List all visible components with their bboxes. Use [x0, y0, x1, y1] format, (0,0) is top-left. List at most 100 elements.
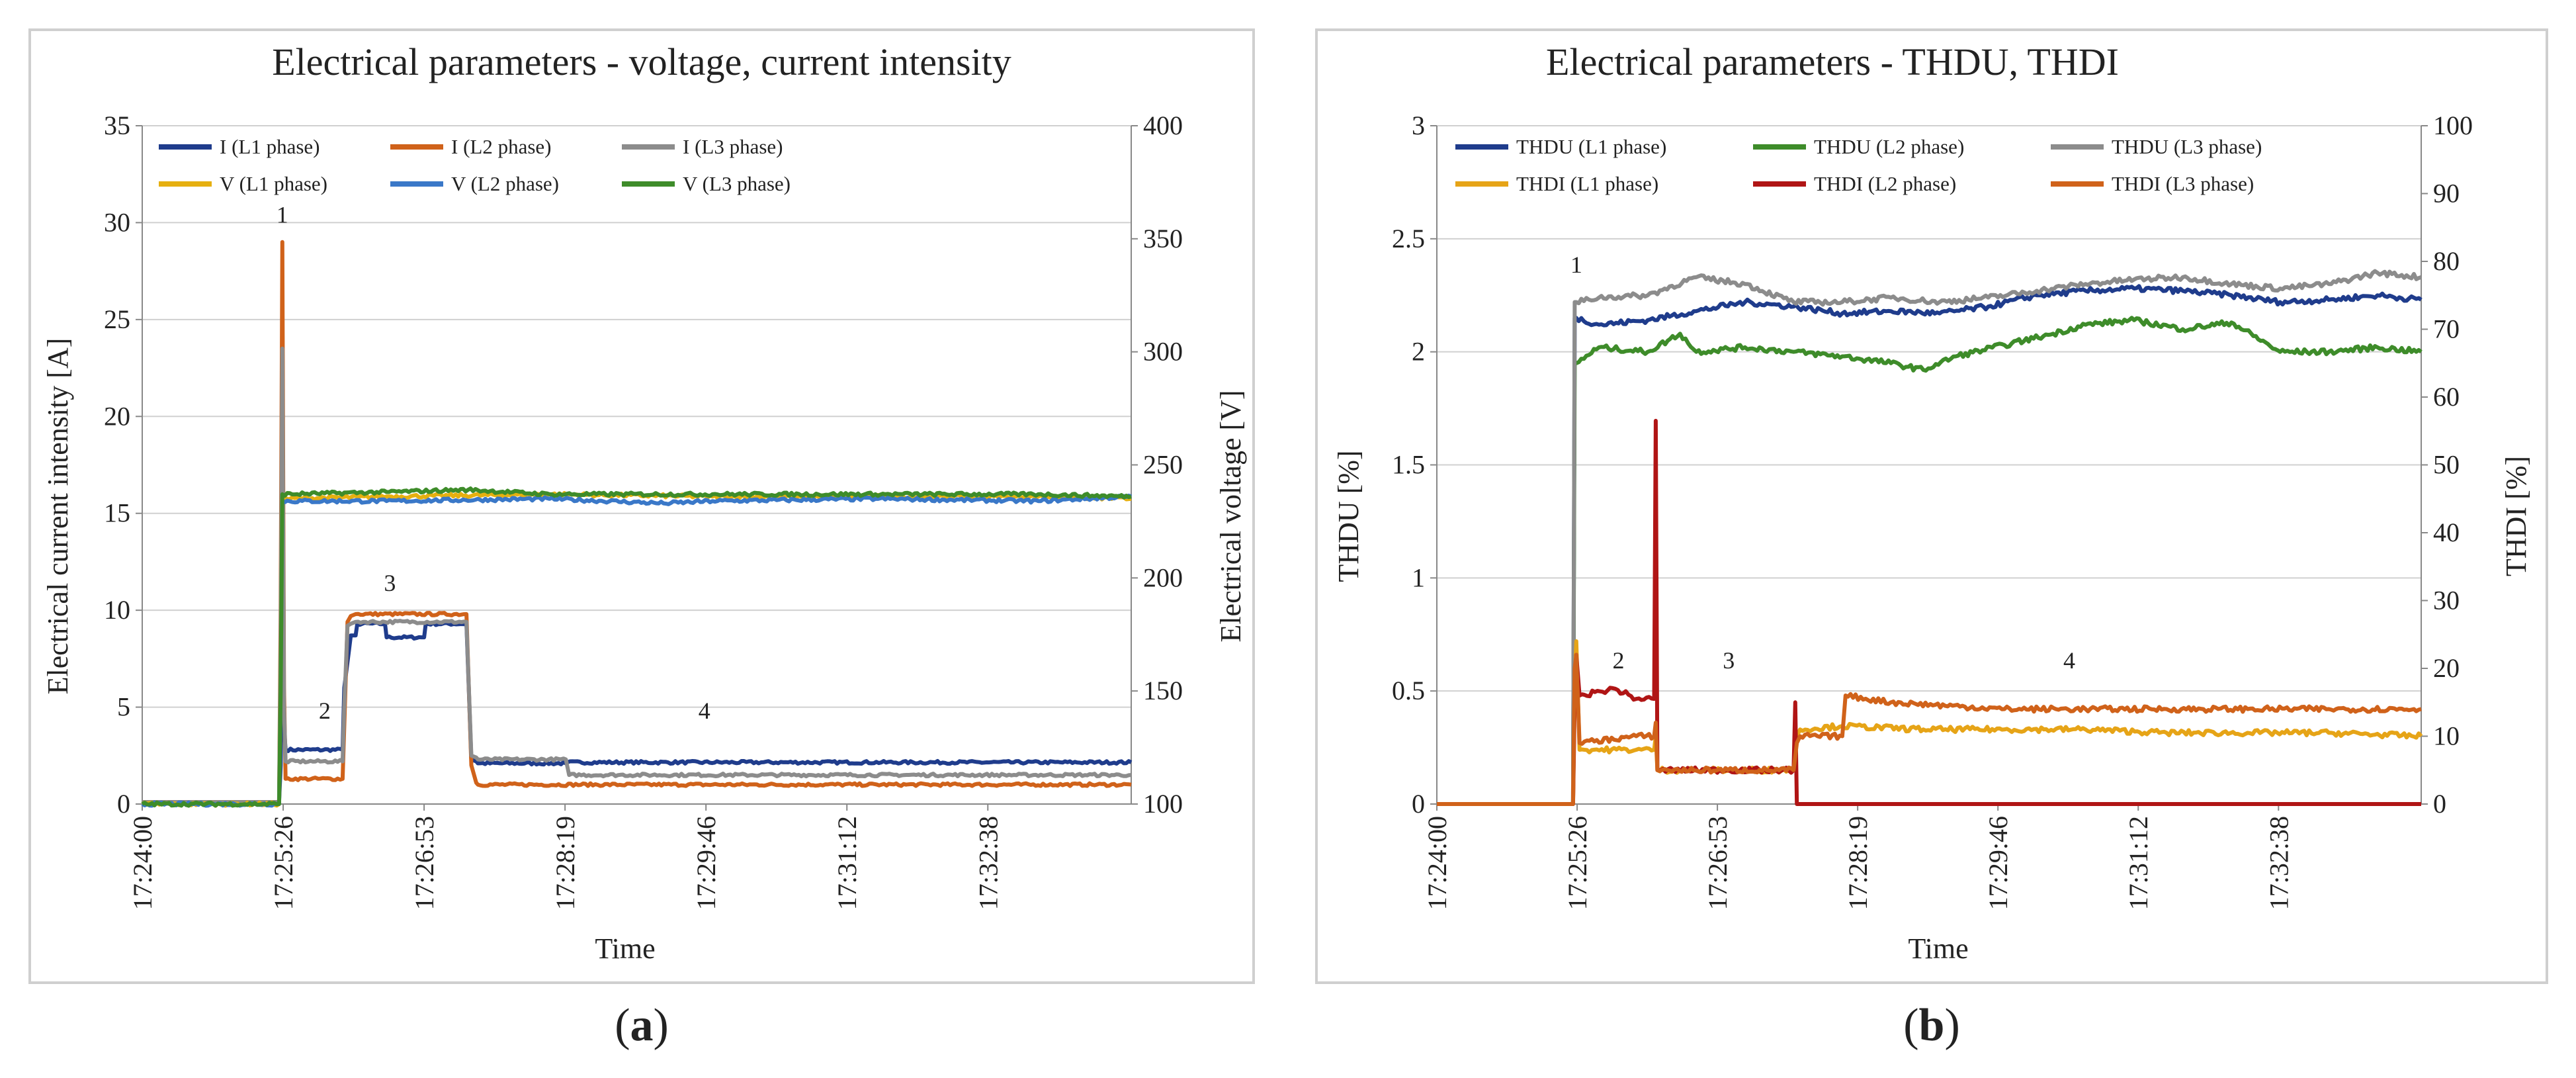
- chart-b-legend-label: THDU (L1 phase): [1516, 135, 1666, 158]
- chart-a-annotations: 1 2 3 4: [277, 201, 710, 724]
- chart-b-ylabel: THDU [%]: [1332, 450, 1365, 582]
- chart-a-gridlines: [142, 125, 1131, 805]
- chart-b-y2tick-label: 10: [2433, 721, 2460, 751]
- chart-b-annotation: 1: [1570, 251, 1582, 278]
- chart-a-ytick-label: 5: [117, 692, 130, 722]
- chart-a-y2label: Electrical voltage [V]: [1215, 390, 1247, 642]
- chart-b-legend-label: THDI (L2 phase): [1814, 172, 1956, 195]
- chart-a-annotation: 2: [319, 697, 331, 724]
- chart-a-legend-label: I (L3 phase): [683, 135, 783, 158]
- panel-b-open-paren: (: [1903, 1000, 1918, 1051]
- chart-a-series-line-6: [141, 486, 1132, 808]
- chart-a-series-line-2: [142, 240, 1132, 805]
- panel-a-close-paren: ): [654, 1000, 669, 1051]
- chart-b-series-line-6: [1437, 652, 2422, 806]
- chart-b-y2tick-label: 90: [2433, 179, 2460, 208]
- chart-a-ytick-label: 30: [104, 207, 130, 237]
- chart-b: Electrical parameters - THDU, THDI 0 0.5 1…: [1315, 28, 2548, 984]
- chart-a-ytick-label: 35: [104, 111, 130, 140]
- panel-a-letter: a: [630, 1000, 654, 1051]
- chart-b-xlabel: Time: [1908, 932, 1968, 965]
- panel-label-b: (b): [1903, 1000, 1960, 1051]
- chart-a-ytick-label: 20: [104, 401, 130, 431]
- chart-a-xtick-label: 17:32:38: [973, 816, 1003, 910]
- chart-a-xtick-label: 17:31:12: [832, 816, 862, 910]
- chart-b-ytick-label: 2: [1412, 337, 1425, 367]
- chart-b-series-line-2: [1437, 316, 2423, 806]
- chart-b-xtick-label: 17:24:00: [1422, 816, 1452, 910]
- chart-a-legend-label: V (L1 phase): [220, 172, 327, 195]
- chart-a-title: Electrical parameters - voltage, current…: [272, 40, 1011, 83]
- chart-a-annotation: 1: [277, 201, 288, 228]
- chart-b-legend: THDU (L1 phase) THDU (L2 phase) THDU (L3 p…: [1455, 135, 2262, 195]
- chart-a-legend-label: V (L2 phase): [451, 172, 559, 195]
- chart-b-legend-label: THDU (L2 phase): [1814, 135, 1964, 158]
- chart-a-frame: [28, 28, 1255, 984]
- chart-b-legend-label: THDU (L3 phase): [2112, 135, 2262, 158]
- chart-b-annotation: 4: [2063, 647, 2075, 674]
- chart-b-legend-label: THDI (L3 phase): [2112, 172, 2254, 195]
- chart-b-y2tick-label: 60: [2433, 382, 2460, 412]
- chart-b-xtick-label: 17:28:19: [1843, 816, 1873, 910]
- chart-b-ytick-label: 3: [1412, 111, 1425, 140]
- chart-a-y2tick-label: 400: [1143, 111, 1183, 140]
- chart-a-xlabel: Time: [595, 932, 655, 965]
- chart-a-ylabel: Electrical current intensity [A]: [42, 338, 74, 695]
- chart-b-ytick-label: 1: [1412, 562, 1425, 592]
- chart-a-ytick-label: 10: [104, 595, 130, 625]
- chart-a-annotation: 3: [384, 570, 396, 596]
- chart-b-ticks: 00.511.522.53010203040506070809010017:24…: [1392, 111, 2473, 910]
- chart-b-ytick-label: 1.5: [1392, 450, 1425, 480]
- chart-a-xtick-label: 17:24:00: [128, 816, 157, 910]
- chart-a: Electrical parameters - voltage, current…: [28, 28, 1255, 984]
- chart-a-ticks: 0 5 10 15 20 25 30 35 100 150 200 250 300 350 400 17:24…: [104, 111, 1183, 910]
- chart-a-xtick-label: 17:28:19: [550, 816, 580, 910]
- chart-a-series-line-1: [142, 608, 1133, 805]
- chart-b-y2tick-label: 80: [2433, 246, 2460, 276]
- panel-label-a: (a): [615, 1000, 669, 1051]
- chart-a-xtick-label: 17:26:53: [409, 816, 439, 910]
- chart-b-xtick-label: 17:32:38: [2264, 816, 2294, 910]
- chart-b-y2tick-label: 20: [2433, 653, 2460, 683]
- chart-a-series-line-5: [141, 493, 1133, 808]
- panel-b-letter: b: [1919, 1000, 1945, 1051]
- chart-b-y2label: THDI [%]: [2500, 456, 2532, 576]
- chart-a-ytick-label: 0: [117, 789, 130, 819]
- chart-b-y2tick-label: 40: [2433, 517, 2460, 547]
- chart-a-legend-label: V (L3 phase): [683, 172, 791, 195]
- chart-a-y2tick-label: 150: [1143, 676, 1183, 705]
- panel-b-close-paren: ): [1944, 1000, 1959, 1051]
- chart-b-series-line-3: [1437, 269, 2422, 806]
- chart-a-y2tick-label: 350: [1143, 224, 1183, 253]
- chart-a-ytick-label: 25: [104, 304, 130, 334]
- chart-a-legend-label: I (L2 phase): [451, 135, 552, 158]
- chart-b-annotation: 3: [1723, 647, 1735, 674]
- chart-a-series: [141, 240, 1133, 808]
- chart-b-y2tick-label: 30: [2433, 586, 2460, 615]
- chart-b-annotations: 1 2 3 4: [1570, 251, 2075, 674]
- chart-a-series-line-3: [142, 346, 1132, 805]
- chart-b-ytick-label: 0: [1412, 789, 1425, 819]
- chart-b-y2tick-label: 50: [2433, 450, 2460, 480]
- chart-b-y2tick-label: 70: [2433, 314, 2460, 344]
- chart-b-title: Electrical parameters - THDU, THDI: [1546, 40, 2119, 83]
- chart-b-ytick-label: 2.5: [1392, 224, 1425, 253]
- chart-b-legend-label: THDI (L1 phase): [1516, 172, 1658, 195]
- chart-a-legend-label: I (L1 phase): [220, 135, 320, 158]
- chart-a-xtick-label: 17:25:26: [269, 816, 298, 910]
- chart-b-ytick-label: 0.5: [1392, 676, 1425, 705]
- chart-b-frame: [1315, 28, 2548, 984]
- chart-a-y2tick-label: 300: [1143, 337, 1183, 367]
- chart-a-y2tick-label: 100: [1143, 789, 1183, 819]
- chart-a-annotation: 4: [699, 697, 710, 724]
- chart-b-series: [1437, 269, 2423, 806]
- chart-a-ytick-label: 15: [104, 498, 130, 528]
- chart-a-xtick-label: 17:29:46: [691, 816, 721, 910]
- chart-b-y2tick-label: 100: [2433, 111, 2473, 140]
- chart-b-xtick-label: 17:29:46: [1983, 816, 2013, 910]
- panel-a-open-paren: (: [615, 1000, 630, 1051]
- chart-b-annotation: 2: [1613, 647, 1625, 674]
- chart-b-xtick-label: 17:31:12: [2124, 816, 2153, 910]
- chart-b-xtick-label: 17:25:26: [1563, 816, 1592, 910]
